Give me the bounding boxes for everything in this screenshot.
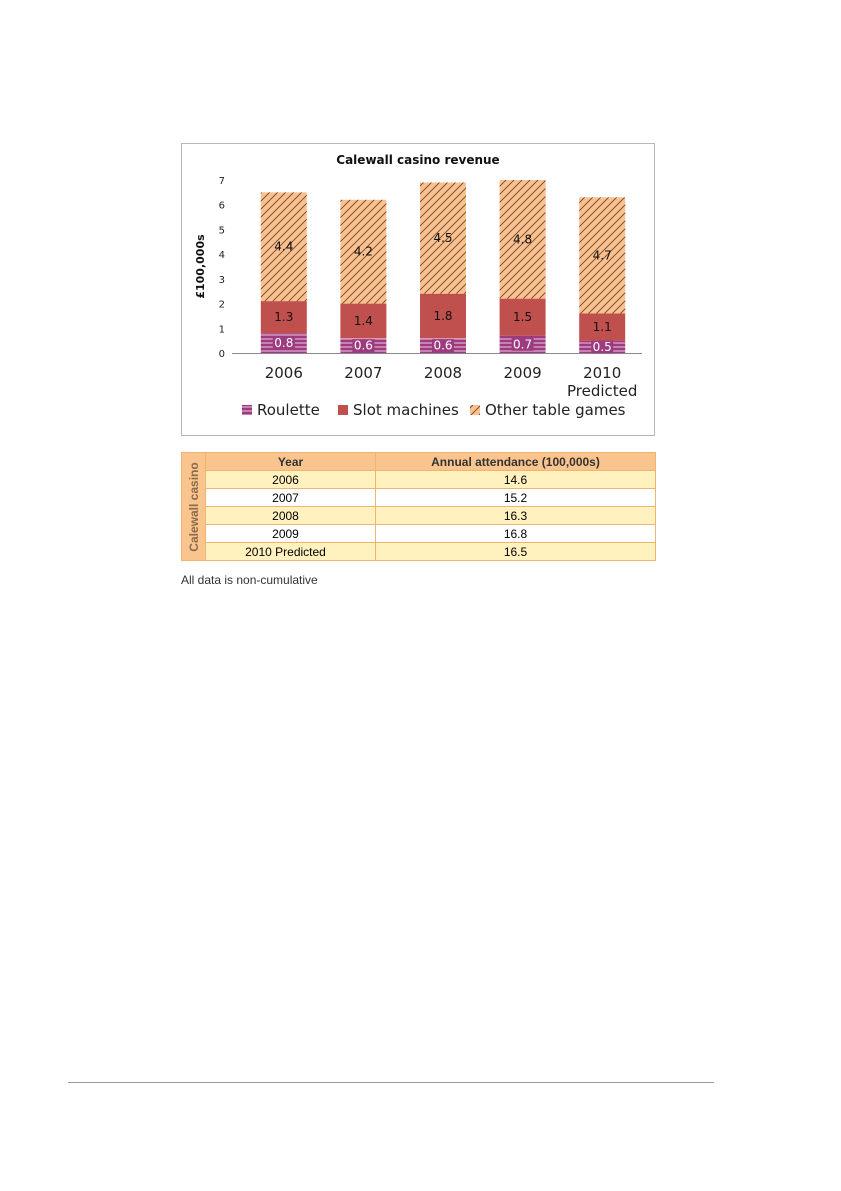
data-label-other-table-games: 4.2: [354, 245, 373, 259]
bar-segment-other-table-games: [340, 199, 387, 304]
x-tick-label: 2006: [265, 364, 303, 382]
table-cell-attendance: 15.2: [375, 488, 656, 507]
data-label-other-table-games: 4.8: [513, 232, 532, 246]
table-cell-year: 2006: [205, 470, 376, 489]
data-label-slot-machines: 1.3: [274, 310, 293, 324]
bar-segment-slot-machines: [340, 303, 387, 339]
y-axis-label: £100,000s: [194, 234, 207, 299]
y-tick-label: 7: [219, 176, 225, 187]
legend-label-slot-machines: Slot machines: [353, 401, 459, 419]
y-tick-label: 1: [219, 324, 225, 335]
table-row: 2008 16.3: [182, 506, 656, 525]
legend-swatch-roulette: [242, 405, 252, 415]
footnote: All data is non-cumulative: [181, 573, 318, 587]
data-label-background: [591, 340, 614, 354]
legend-label-roulette: Roulette: [257, 401, 320, 419]
x-tick-label: 2007: [344, 364, 382, 382]
legend: Roulette Slot machines Other table games: [242, 401, 626, 419]
data-label-roulette: 0.8: [274, 336, 293, 350]
legend-label-other-table-games: Other table games: [485, 401, 626, 419]
table-cell-year: 2009: [205, 524, 376, 543]
data-label-slot-machines: 1.4: [354, 314, 373, 328]
data-label-background: [352, 339, 375, 353]
bar-segment-other-table-games: [260, 192, 307, 302]
table-cell-year: 2007: [205, 488, 376, 507]
y-tick-label: 6: [219, 201, 225, 212]
data-label-roulette: 0.5: [593, 340, 612, 354]
data-label-roulette: 0.6: [433, 339, 452, 353]
x-tick-label: 2009: [504, 364, 542, 382]
bar-segment-other-table-games: [420, 182, 466, 294]
table-cell-year: 2008: [205, 506, 376, 525]
data-label-slot-machines: 1.5: [513, 310, 532, 324]
bar-segment-other-table-games: [499, 180, 546, 299]
table-cell-attendance: 16.3: [375, 506, 656, 525]
data-label-slot-machines: 1.8: [433, 309, 452, 323]
y-tick-label: 5: [219, 225, 225, 236]
attendance-table: Calewall casino Year Annual attendance (…: [181, 452, 656, 561]
bar-segment-slot-machines: [499, 298, 546, 336]
column-header-attendance: Annual attendance (100,000s): [375, 452, 656, 471]
table-cell-attendance: 16.8: [375, 524, 656, 543]
y-tick-label: 3: [219, 275, 225, 286]
table-cell-year: 2010 Predicted: [205, 542, 376, 561]
data-label-slot-machines: 1.1: [593, 320, 612, 334]
table-cell-attendance: 16.5: [375, 542, 656, 561]
stacked-bar-chart: Calewall casino revenue 0 1 2 3 4 5 6 7 £100,000…: [194, 153, 642, 419]
data-label-background: [272, 336, 295, 350]
x-tick-label: 2010 Predicted: [567, 364, 637, 400]
y-tick-label: 4: [219, 250, 225, 261]
data-label-roulette: 0.6: [354, 339, 373, 353]
bar-segment-slot-machines: [260, 301, 307, 334]
x-tick-label: 2008: [424, 364, 462, 382]
bars: 0.8 1.3 4.4 0.6 1.4 4.2 0.6 1.8 4.5 0.7 1.5 4.8 0.5 1…: [260, 180, 626, 354]
column-header-year: Year: [205, 452, 376, 471]
table-side-label: Calewall casino: [181, 452, 206, 561]
chart-frame: Calewall casino revenue 0 1 2 3 4 5 6 7 £100,000…: [181, 143, 655, 436]
legend-swatch-slot-machines: [338, 405, 348, 415]
attendance-table-container: Calewall casino Year Annual attendance (…: [181, 452, 656, 561]
table-row: 2009 16.8: [182, 524, 656, 543]
axes: 0 1 2 3 4 5 6 7 £100,000s 2006 2007 2008 2009 2010 Pre…: [194, 176, 642, 400]
y-tick-label: 0: [219, 349, 225, 360]
data-label-other-table-games: 4.5: [433, 231, 452, 245]
legend-swatch-other-table-games: [470, 405, 480, 415]
table-row: 2010 Predicted 16.5: [182, 542, 656, 561]
table-row: 2007 15.2: [182, 488, 656, 507]
data-label-background: [432, 339, 454, 353]
side-label-text: Calewall casino: [186, 461, 201, 552]
data-label-roulette: 0.7: [513, 337, 532, 351]
table-row: 2006 14.6: [182, 470, 656, 489]
footer-divider: [68, 1082, 714, 1083]
data-label-other-table-games: 4.7: [593, 248, 612, 262]
table-header-row: Calewall casino Year Annual attendance (…: [181, 452, 656, 561]
bar-segment-slot-machines: [420, 293, 466, 339]
y-tick-label: 2: [219, 300, 225, 311]
table-cell-attendance: 14.6: [375, 470, 656, 489]
data-label-other-table-games: 4.4: [274, 240, 293, 254]
chart-title: Calewall casino revenue: [336, 153, 499, 167]
data-label-background: [511, 337, 534, 351]
bar-segment-other-table-games: [579, 197, 626, 314]
bar-segment-slot-machines: [579, 313, 626, 341]
